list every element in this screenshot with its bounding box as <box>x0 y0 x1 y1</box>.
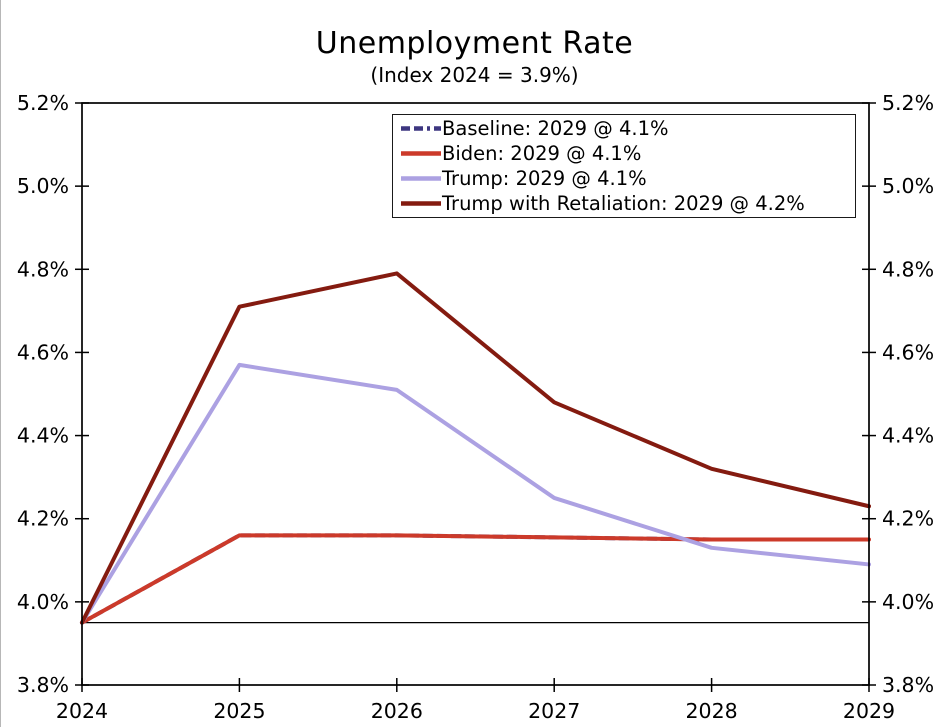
legend-label-trump-retaliation: Trump with Retaliation: 2029 @ 4.2% <box>442 192 805 215</box>
y-tick-label-right: 4.4% <box>882 424 934 448</box>
y-tick-label-left: 4.8% <box>17 257 69 281</box>
series-line-biden <box>80 533 871 625</box>
legend-item-baseline: Baseline: 2029 @ 4.1% <box>400 116 853 141</box>
y-tick-label-left: 4.2% <box>17 507 69 531</box>
chart-subtitle: (Index 2024 = 3.9%) <box>370 63 579 87</box>
y-tick-label-left: 4.4% <box>17 424 69 448</box>
legend-line-sample-biden <box>401 151 441 156</box>
y-tick-label-right: 4.8% <box>882 257 934 281</box>
chart-title: Unemployment Rate <box>315 26 634 61</box>
series-line-trump-with-retaliation <box>80 271 871 625</box>
x-tick-label: 2027 <box>528 699 580 723</box>
y-tick-label-left: 4.0% <box>17 590 69 614</box>
legend-item-trump-retaliation: Trump with Retaliation: 2029 @ 4.2% <box>400 191 853 216</box>
legend-item-biden: Biden: 2029 @ 4.1% <box>400 141 853 166</box>
x-tick-label: 2026 <box>371 699 423 723</box>
x-tick-label: 2025 <box>213 699 265 723</box>
legend: Baseline: 2029 @ 4.1% Biden: 2029 @ 4.1%… <box>392 114 856 218</box>
y-tick-label-left: 3.8% <box>17 673 69 697</box>
x-tick-label: 2024 <box>56 699 108 723</box>
x-tick-label: 2029 <box>843 699 895 723</box>
y-tick-label-right: 5.2% <box>882 91 934 115</box>
y-tick-label-right: 4.0% <box>882 590 934 614</box>
y-tick-label-right: 5.0% <box>882 174 934 198</box>
y-tick-label-left: 5.2% <box>17 91 69 115</box>
legend-line-sample-trump-retaliation <box>401 201 441 206</box>
legend-line-sample-trump <box>401 176 441 181</box>
y-tick-label-left: 4.6% <box>17 340 69 364</box>
x-tick-label: 2028 <box>686 699 738 723</box>
legend-label-trump: Trump: 2029 @ 4.1% <box>442 167 647 190</box>
y-tick-label-left: 5.0% <box>17 174 69 198</box>
legend-item-trump: Trump: 2029 @ 4.1% <box>400 166 853 191</box>
series-line-trump <box>80 362 871 625</box>
y-tick-label-right: 4.2% <box>882 507 934 531</box>
y-tick-label-right: 4.6% <box>882 340 934 364</box>
legend-label-biden: Biden: 2029 @ 4.1% <box>442 142 642 165</box>
y-tick-label-right: 3.8% <box>882 673 934 697</box>
series-line-baseline <box>80 533 871 625</box>
legend-line-sample-baseline <box>401 126 441 131</box>
plot-box <box>81 102 870 686</box>
legend-label-baseline: Baseline: 2029 @ 4.1% <box>442 117 669 140</box>
